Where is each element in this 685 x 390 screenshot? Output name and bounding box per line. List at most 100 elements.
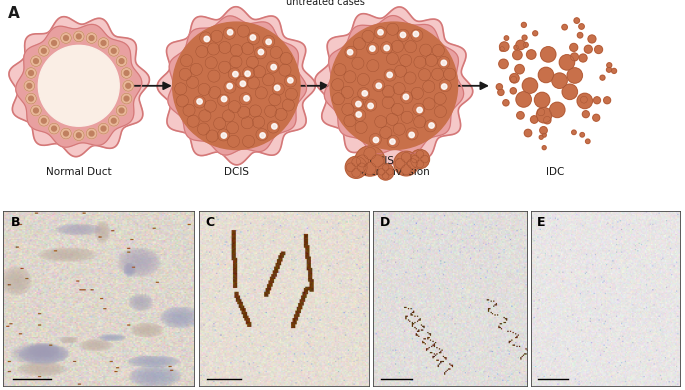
Ellipse shape [112, 48, 116, 53]
Ellipse shape [386, 53, 399, 65]
Ellipse shape [121, 93, 132, 104]
Ellipse shape [34, 58, 38, 64]
Ellipse shape [574, 18, 580, 23]
Ellipse shape [208, 70, 220, 82]
Ellipse shape [247, 56, 258, 68]
Ellipse shape [229, 101, 240, 113]
Ellipse shape [543, 146, 546, 150]
Ellipse shape [401, 152, 411, 162]
Ellipse shape [419, 69, 431, 81]
Ellipse shape [358, 163, 366, 172]
Ellipse shape [395, 65, 406, 77]
Ellipse shape [579, 24, 584, 29]
Ellipse shape [199, 110, 211, 122]
Ellipse shape [411, 87, 423, 99]
Polygon shape [325, 16, 464, 154]
Ellipse shape [404, 72, 416, 84]
Ellipse shape [347, 163, 355, 172]
Ellipse shape [386, 168, 393, 175]
Ellipse shape [369, 133, 382, 145]
Ellipse shape [29, 71, 34, 75]
Ellipse shape [580, 96, 587, 103]
Ellipse shape [386, 23, 399, 35]
Ellipse shape [204, 36, 210, 42]
Ellipse shape [351, 97, 364, 109]
Ellipse shape [345, 156, 367, 178]
Ellipse shape [607, 63, 612, 68]
Ellipse shape [387, 72, 393, 78]
Ellipse shape [358, 87, 370, 100]
Ellipse shape [580, 133, 584, 137]
Ellipse shape [73, 130, 84, 140]
Ellipse shape [262, 74, 275, 86]
Ellipse shape [209, 87, 221, 99]
Ellipse shape [230, 56, 242, 68]
Ellipse shape [41, 118, 46, 123]
Ellipse shape [204, 100, 216, 112]
Ellipse shape [397, 29, 409, 41]
Ellipse shape [49, 123, 60, 134]
Ellipse shape [500, 47, 504, 51]
Ellipse shape [414, 56, 426, 68]
Ellipse shape [241, 117, 253, 129]
Text: A: A [8, 6, 20, 21]
Ellipse shape [384, 69, 396, 81]
Ellipse shape [382, 173, 389, 179]
Ellipse shape [116, 105, 127, 116]
Ellipse shape [119, 108, 124, 113]
Ellipse shape [228, 68, 240, 80]
Text: Normal Duct: Normal Duct [46, 167, 112, 177]
Ellipse shape [579, 54, 587, 62]
Ellipse shape [123, 80, 134, 91]
Ellipse shape [190, 63, 202, 75]
Ellipse shape [254, 47, 266, 59]
Ellipse shape [282, 99, 295, 111]
Ellipse shape [441, 60, 447, 66]
Ellipse shape [341, 86, 353, 98]
Ellipse shape [356, 101, 361, 107]
Ellipse shape [552, 73, 567, 88]
Ellipse shape [403, 94, 409, 99]
Ellipse shape [187, 115, 199, 127]
Ellipse shape [355, 121, 367, 133]
Ellipse shape [362, 30, 374, 43]
Ellipse shape [516, 92, 532, 107]
Ellipse shape [344, 71, 356, 83]
Ellipse shape [538, 67, 553, 83]
Ellipse shape [272, 83, 284, 95]
Ellipse shape [516, 112, 524, 119]
Ellipse shape [227, 30, 233, 35]
Ellipse shape [600, 75, 605, 80]
Ellipse shape [205, 57, 217, 69]
Ellipse shape [173, 22, 300, 149]
Ellipse shape [412, 103, 425, 115]
Text: E: E [537, 216, 545, 229]
Ellipse shape [227, 135, 240, 147]
Ellipse shape [31, 105, 41, 116]
Ellipse shape [98, 38, 109, 48]
Ellipse shape [387, 135, 399, 147]
Ellipse shape [432, 68, 444, 80]
Ellipse shape [510, 76, 516, 82]
Ellipse shape [362, 90, 367, 96]
Ellipse shape [516, 40, 525, 50]
Ellipse shape [176, 95, 188, 107]
Ellipse shape [571, 53, 578, 61]
Ellipse shape [73, 31, 84, 42]
Ellipse shape [217, 94, 229, 106]
Ellipse shape [242, 135, 255, 147]
Ellipse shape [543, 133, 546, 137]
Ellipse shape [112, 118, 116, 123]
Ellipse shape [499, 59, 508, 69]
Ellipse shape [413, 31, 419, 37]
Ellipse shape [405, 41, 416, 53]
Ellipse shape [218, 129, 229, 141]
Ellipse shape [530, 116, 538, 123]
Ellipse shape [401, 165, 411, 175]
Ellipse shape [393, 83, 406, 95]
Ellipse shape [352, 57, 364, 69]
Ellipse shape [399, 55, 412, 67]
Ellipse shape [256, 87, 267, 99]
Ellipse shape [124, 96, 129, 101]
Ellipse shape [344, 115, 356, 127]
